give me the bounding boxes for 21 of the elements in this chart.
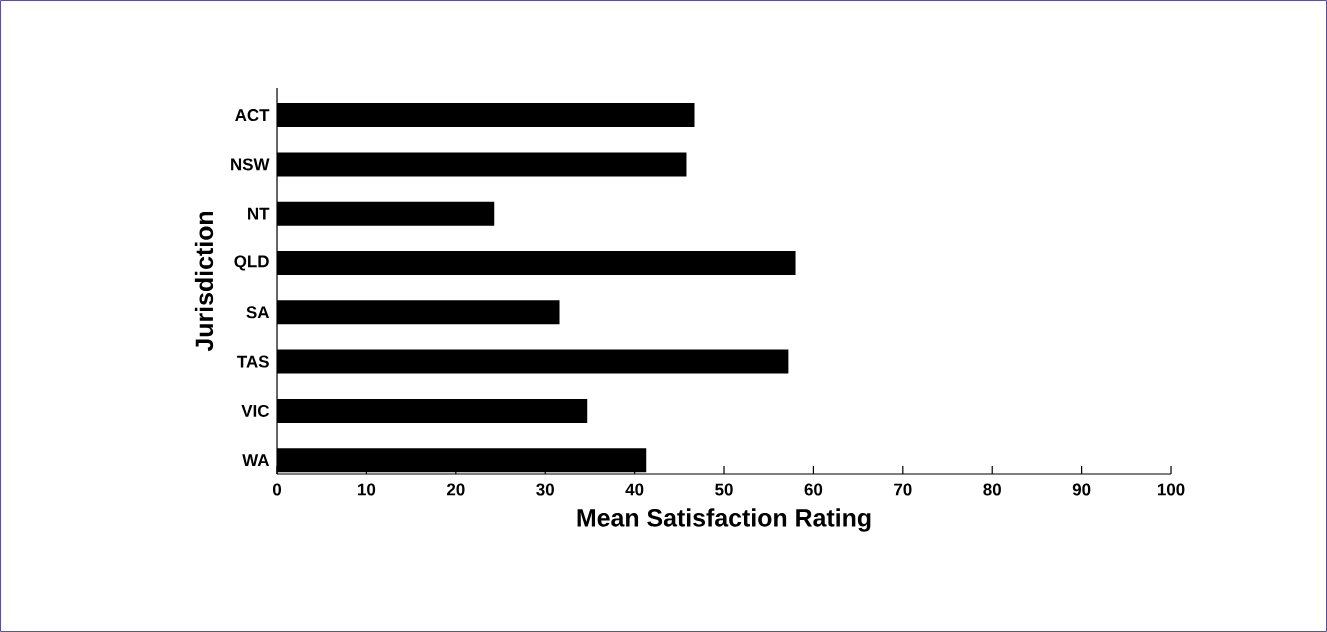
x-tick-label: 50 <box>715 483 733 496</box>
x-tick-label: 100 <box>1157 483 1185 496</box>
x-axis-title: Mean Satisfaction Rating <box>577 508 871 532</box>
y-tick-label: NT <box>248 207 270 220</box>
x-tick-label: 0 <box>272 483 282 496</box>
y-tick-label: QLD <box>234 255 269 271</box>
x-tick-label: 20 <box>446 483 465 496</box>
y-tick-label: WA <box>242 454 270 467</box>
x-tick-label: 70 <box>894 483 912 496</box>
y-tick-label: TAS <box>237 355 269 368</box>
x-tick-label: 30 <box>536 483 554 496</box>
x-tick-label: 10 <box>358 483 376 496</box>
x-tick-label: 80 <box>983 483 1001 496</box>
x-tick-label: 60 <box>804 483 823 496</box>
y-tick-label: SA <box>246 306 270 319</box>
y-tick-label: VIC <box>241 404 270 417</box>
y-tick-label: NSW <box>231 158 270 171</box>
x-tick-label: 40 <box>625 483 644 496</box>
x-tick-label: 90 <box>1072 483 1091 496</box>
y-axis-title: Jurisdiction <box>194 211 214 352</box>
y-tick-label: ACT <box>235 109 270 122</box>
